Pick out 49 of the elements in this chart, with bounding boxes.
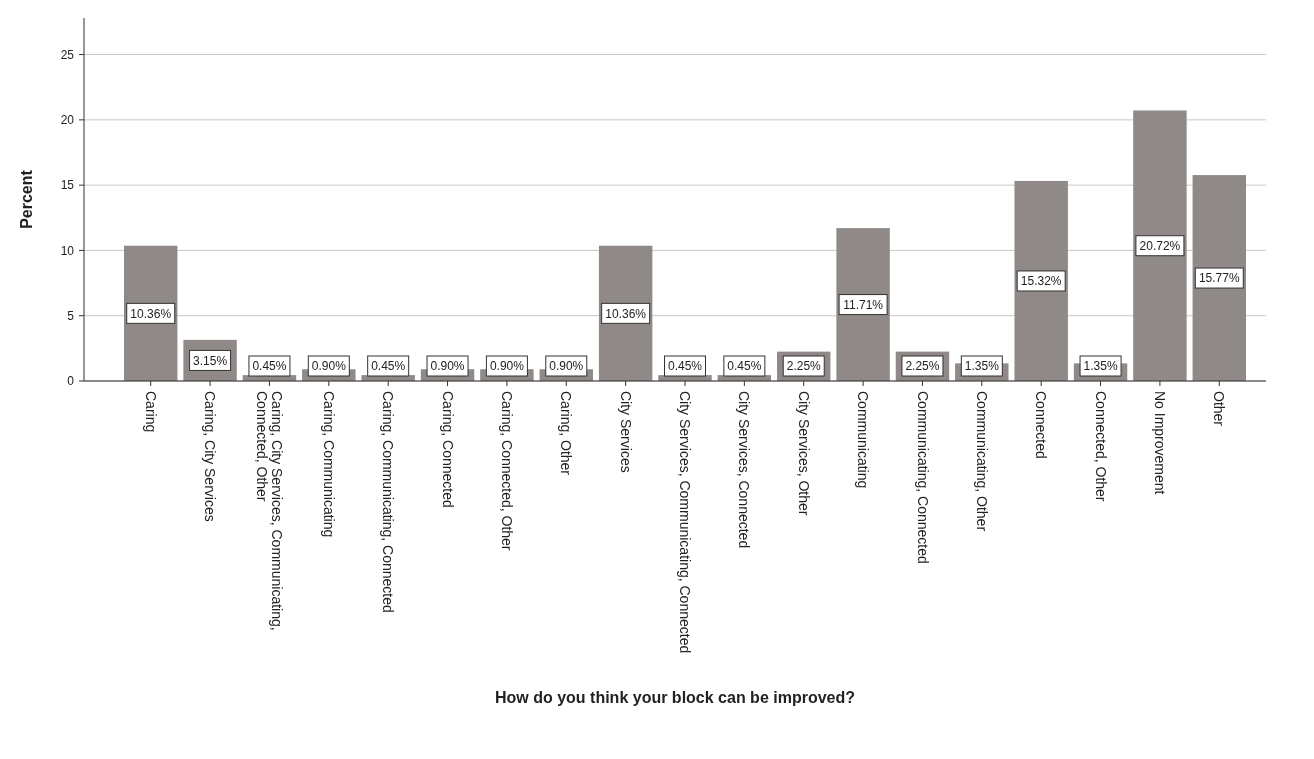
x-tick-label: City Services, Communicating, Connected — [677, 391, 694, 654]
data-label: 20.72% — [1139, 238, 1181, 253]
y-tick-label: 20 — [60, 113, 75, 128]
data-label: 0.90% — [549, 359, 584, 374]
x-tick-label: Caring, Connected, Other — [499, 391, 515, 551]
data-label: 0.45% — [667, 359, 703, 374]
y-tick-label: 15 — [60, 178, 75, 193]
x-tick-label: No Improvement — [1152, 391, 1169, 495]
x-tick-label: Caring, Other — [558, 391, 575, 476]
data-label: 1.35% — [1083, 359, 1118, 374]
x-tick-label: Communicating, Connected — [914, 391, 931, 564]
bar — [1014, 180, 1068, 381]
x-tick-label: Caring, City Services — [202, 391, 219, 522]
x-tick-label: Other — [1211, 391, 1228, 427]
x-tick-label: Connected — [1033, 391, 1050, 459]
x-tick-label: Caring — [142, 391, 159, 433]
data-label: 2.25% — [905, 359, 940, 374]
x-tick-label: Caring, City Services, Communicating, Connected, Other — [253, 391, 286, 631]
data-label: 0.45% — [727, 359, 762, 374]
x-tick-label: Caring, Communicating — [320, 391, 337, 538]
bar — [1133, 110, 1187, 381]
data-label: 0.90% — [311, 359, 347, 374]
data-label: 0.90% — [430, 359, 465, 374]
data-label: 10.36% — [605, 306, 647, 321]
data-label: 0.45% — [252, 359, 287, 374]
data-label: 15.77% — [1198, 271, 1240, 286]
data-label: 1.35% — [964, 359, 1000, 374]
x-tick-label: Connected, Other — [1092, 391, 1109, 502]
y-tick-label: 5 — [67, 308, 75, 323]
data-label: 0.90% — [489, 359, 525, 374]
data-label: 10.36% — [130, 306, 172, 321]
bar — [1192, 175, 1246, 381]
x-tick-label: City Services — [617, 391, 634, 473]
x-tick-label: City Services, Connected — [736, 391, 753, 549]
y-axis-title: Percent — [18, 169, 35, 229]
x-tick-label: City Services, Other — [795, 391, 812, 516]
y-tick-label: 0 — [67, 374, 75, 389]
y-tick-label: 25 — [60, 47, 75, 62]
x-tick-label: Communicating — [855, 391, 872, 489]
data-label: 2.25% — [786, 359, 822, 374]
x-axis-title: How do you think your block can be improved? — [494, 689, 856, 706]
x-tick-label: Caring, Communicating, Connected — [380, 391, 397, 613]
data-label: 15.32% — [1020, 274, 1062, 289]
data-label: 0.45% — [371, 359, 406, 374]
x-tick-label: Caring, Connected — [439, 391, 456, 508]
data-label: 11.71% — [843, 297, 884, 312]
y-tick-label: 10 — [60, 243, 75, 258]
x-tick-label: Communicating, Other — [973, 391, 990, 532]
data-label: 3.15% — [193, 353, 228, 368]
